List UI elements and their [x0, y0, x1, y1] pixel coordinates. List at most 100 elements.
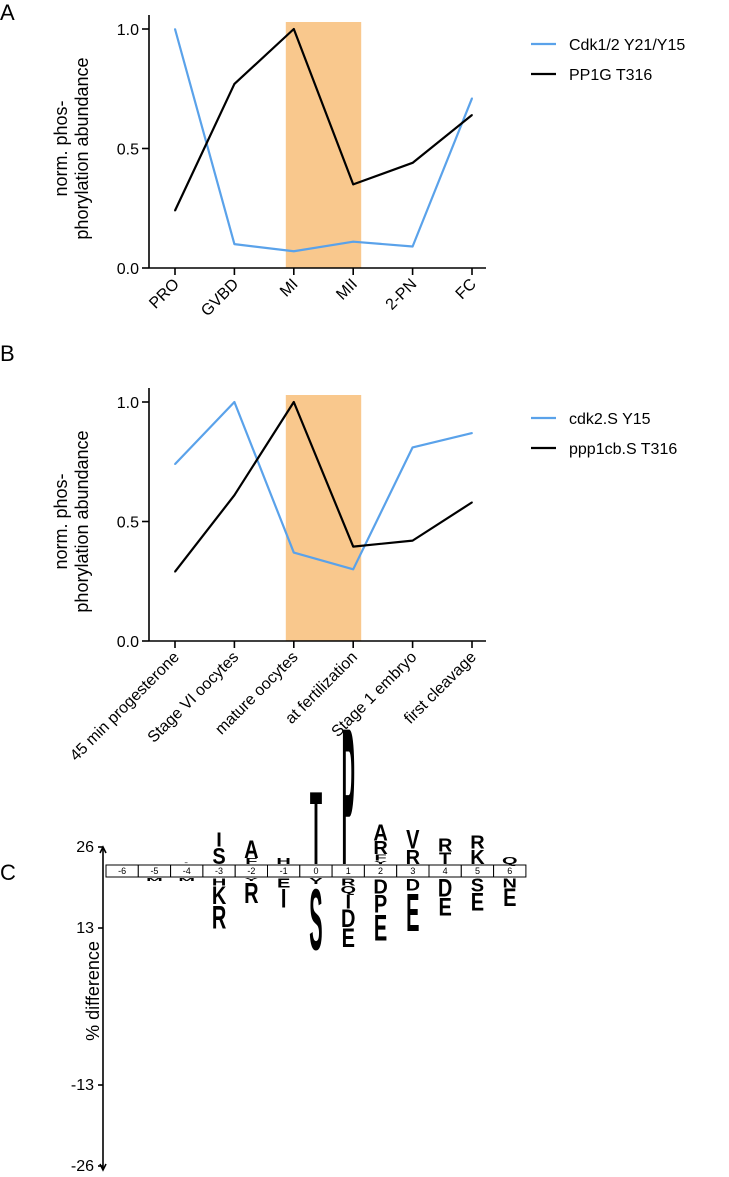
- logo-letter: A: [373, 819, 388, 846]
- logo-letter: Q: [502, 856, 518, 867]
- logo-letter: E: [471, 888, 484, 916]
- y-axis-label: phorylation abundance: [72, 57, 92, 239]
- data-point: [411, 539, 414, 542]
- logo-letter: R: [212, 900, 226, 936]
- data-point: [411, 245, 414, 248]
- logo-letter: M: [146, 878, 163, 883]
- logo-letter: I: [281, 884, 287, 913]
- logo-letter: P: [374, 890, 387, 918]
- logo-letter: Q: [340, 885, 356, 896]
- position-label: 1: [346, 866, 351, 876]
- logo-letter: S: [471, 876, 485, 896]
- logo-letter: E: [374, 908, 387, 949]
- logo-letter: K: [212, 882, 227, 910]
- logo-letter: E: [342, 923, 355, 952]
- data-point: [233, 494, 236, 497]
- legend-label: ppp1cb.S T316: [569, 441, 677, 458]
- x-tick-label: 45 min progesterone: [67, 649, 183, 765]
- logo-letter: D: [438, 875, 452, 903]
- x-tick-label: PRO: [146, 276, 183, 313]
- x-tick-label: MI: [277, 276, 302, 301]
- legend-label: PP1G T316: [569, 67, 652, 84]
- panel-a: A 0.0 0.5 1.0 norm. phos-phorylation abunda…: [0, 0, 685, 320]
- y-tick-label: -26: [71, 1158, 94, 1175]
- data-point: [233, 401, 236, 403]
- data-point: [352, 240, 355, 243]
- series-line: [174, 27, 473, 212]
- data-point: [174, 28, 176, 30]
- data-point: [471, 432, 473, 434]
- y-tick-label: 0.5: [117, 515, 139, 532]
- position-label: 2: [378, 866, 383, 876]
- panel-a-letter: A: [0, 0, 15, 25]
- data-point: [233, 243, 236, 246]
- logo-letter: R: [373, 839, 388, 859]
- x-tick-label: FC: [453, 276, 480, 303]
- logo-letter: D: [406, 875, 420, 894]
- position-box: [493, 864, 527, 878]
- logo-letter: E: [406, 882, 419, 943]
- logo-letter: H: [276, 857, 290, 866]
- y-axis-label: norm. phos-: [51, 100, 71, 196]
- data-point: [292, 28, 295, 30]
- logo-letter: A: [244, 836, 258, 864]
- y-tick-label: 1.0: [117, 395, 139, 412]
- logo-letter: R: [244, 877, 258, 910]
- data-point: [471, 501, 473, 504]
- position-label: 0: [313, 866, 318, 876]
- y-tick-label: 26: [76, 839, 94, 856]
- data-point: [352, 183, 355, 186]
- highlight-band: [285, 395, 362, 641]
- logo-letter: E: [438, 893, 451, 921]
- position-label: -1: [280, 866, 288, 876]
- y-tick-label: 13: [76, 920, 94, 937]
- logo-letter: T: [310, 770, 322, 887]
- position-label: -4: [183, 866, 191, 876]
- logo-letter: K: [470, 847, 485, 869]
- logo-letter: E: [503, 884, 516, 912]
- panel-b: B 0.0 0.5 1.0 norm. phos-phorylation abunda…: [0, 341, 677, 765]
- position-label: -2: [247, 866, 255, 876]
- data-point: [174, 209, 176, 212]
- position-label: -6: [118, 866, 126, 876]
- logo-letter: N: [503, 876, 517, 890]
- logo-letter: M: [178, 878, 195, 883]
- y-tick-label: -13: [71, 1077, 94, 1094]
- x-tick-label: 2-PN: [383, 276, 421, 314]
- data-point: [471, 97, 473, 100]
- y-tick-label: 0.0: [117, 634, 139, 651]
- logo-letter: R: [470, 833, 485, 853]
- position-label: -3: [215, 866, 223, 876]
- data-point: [352, 545, 355, 548]
- logo-letter: Y: [245, 878, 259, 883]
- data-point: [352, 568, 355, 571]
- logo-letter: I: [216, 829, 222, 851]
- position-label: 3: [410, 866, 415, 876]
- y-tick-label: 1.0: [117, 22, 139, 39]
- x-tick-label: GVBD: [198, 276, 242, 320]
- panel-b-letter: B: [0, 341, 15, 366]
- position-label: 6: [507, 866, 512, 876]
- position-label: -5: [150, 866, 158, 876]
- panel-c: C 26 13 -13 -26 % difference -6 -5 -4 -3 -2 -1 0 1 2 3…: [0, 688, 527, 1175]
- legend-label: Cdk1/2 Y21/Y15: [569, 37, 685, 54]
- logo-letter: ·: [183, 861, 190, 865]
- y-axis-label: phorylation abundance: [72, 430, 92, 612]
- logo-letter: I: [345, 891, 351, 913]
- series-line: [173, 28, 474, 253]
- position-label: 5: [475, 866, 480, 876]
- x-tick-label: MII: [333, 276, 361, 304]
- data-point: [292, 401, 295, 403]
- logo-letter: R: [406, 847, 421, 869]
- logo-letter: V: [406, 825, 420, 854]
- logo-letter: R: [341, 877, 356, 888]
- logo-letter: F: [374, 853, 386, 862]
- logo-letter: S: [309, 872, 322, 968]
- position-label: 4: [443, 866, 448, 876]
- data-point: [174, 463, 176, 466]
- data-point: [471, 114, 473, 116]
- logo-letter: E: [277, 876, 290, 890]
- series-line: [174, 400, 473, 571]
- y-tick-label: 0.5: [117, 142, 139, 159]
- logo-letter: D: [341, 905, 355, 933]
